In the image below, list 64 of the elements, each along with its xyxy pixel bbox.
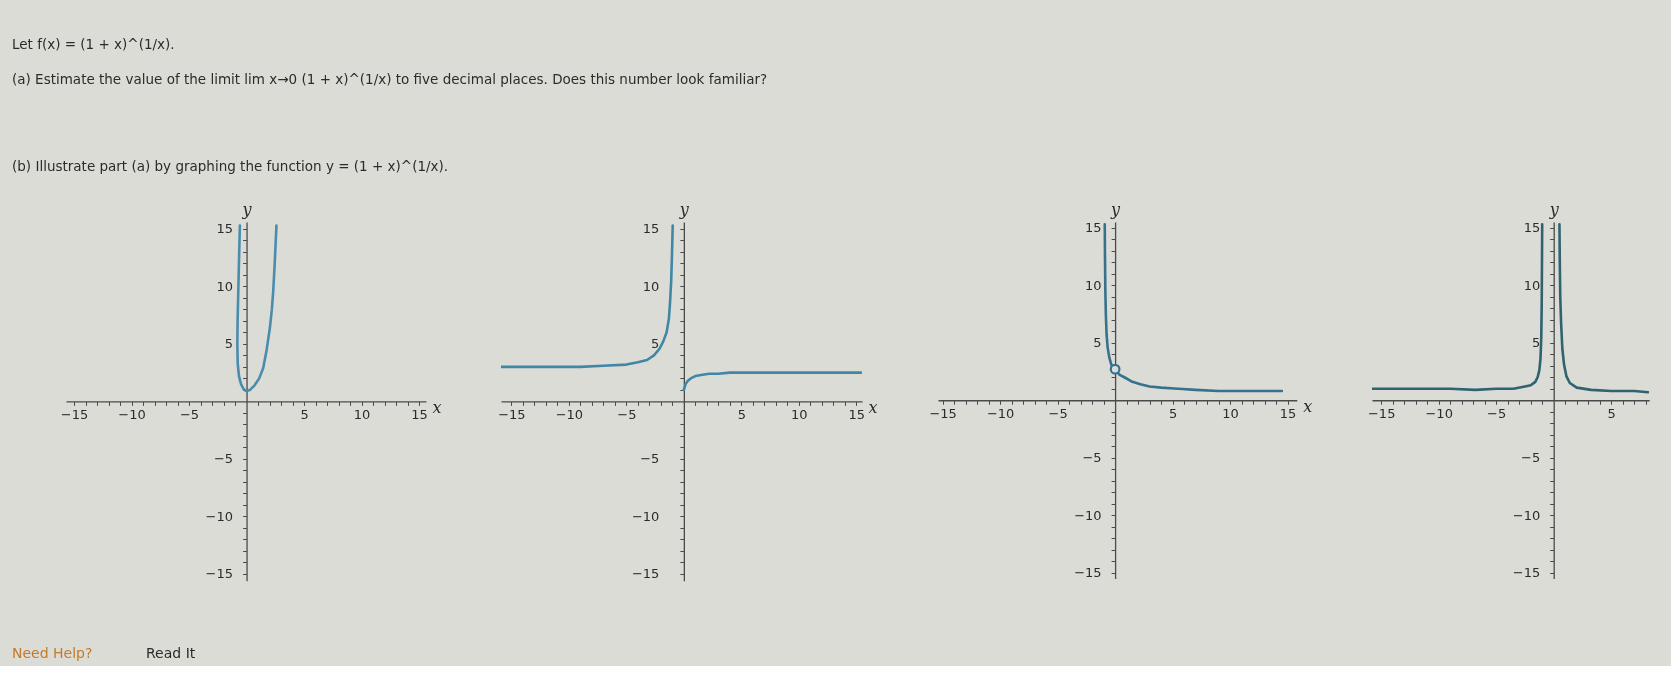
- x-tick-label: −15: [498, 406, 526, 422]
- line-series: [1558, 223, 1650, 394]
- x-tick-label: −10: [555, 406, 584, 422]
- y-axis-title: y: [1110, 199, 1122, 219]
- x-tick-label: 10: [1222, 405, 1239, 421]
- x-tick-label: −10: [118, 406, 146, 422]
- y-tick-label: −15: [205, 566, 234, 582]
- text: (a) Estimate the value of the limit lim x→0 (1 + x)^(1/x) to five decimal places. Does this number look familiar?: [12, 71, 768, 87]
- x-tick-label: 15: [848, 406, 866, 422]
- line-series: [1372, 223, 1544, 392]
- y-tick-label: −15: [631, 566, 660, 582]
- line-series: [501, 224, 674, 369]
- y-tick-label: 10: [216, 278, 234, 294]
- x-tick-label: −15: [929, 405, 957, 421]
- y-tick-label: −5: [213, 451, 234, 467]
- y-tick-label: 5: [1531, 335, 1541, 351]
- text: Let f(x) = (1 + x)^(1/x).: [12, 36, 175, 52]
- y-tick-label: −15: [1074, 565, 1102, 581]
- y-tick-label: 15: [216, 221, 234, 237]
- y-tick-label: 5: [224, 336, 234, 352]
- x-tick-label: −5: [179, 406, 200, 422]
- x-tick-label: 15: [411, 406, 428, 422]
- x-tick-label: −5: [1487, 405, 1507, 421]
- y-axis-title: y: [1548, 199, 1560, 219]
- line-series: [1103, 223, 1284, 393]
- y-axis-title: y: [678, 199, 690, 219]
- x-tick-label: −5: [1048, 405, 1068, 421]
- x-tick-label: 10: [791, 406, 808, 422]
- y-tick-label: −5: [640, 451, 660, 467]
- y-tick-label: 10: [642, 278, 660, 294]
- text: Read It: [146, 644, 196, 661]
- y-axis-title: y: [241, 199, 253, 219]
- text: Need Help?: [12, 644, 93, 661]
- x-tick-label: 5: [300, 406, 309, 422]
- y-tick-label: 10: [1523, 277, 1541, 293]
- y-tick-label: 15: [1085, 220, 1102, 236]
- y-tick-label: 15: [1523, 220, 1541, 236]
- y-tick-label: −10: [631, 508, 660, 524]
- x-tick-label: −15: [1367, 405, 1396, 421]
- y-tick-label: −10: [1074, 507, 1102, 523]
- y-tick-label: 5: [651, 336, 660, 352]
- y-tick-label: −5: [1521, 450, 1541, 466]
- x-tick-label: −15: [60, 406, 89, 422]
- x-tick-label: 5: [737, 406, 746, 422]
- x-tick-label: 15: [1279, 405, 1297, 421]
- x-tick-label: −5: [617, 406, 637, 422]
- x-tick-label: 10: [353, 406, 371, 422]
- y-tick-label: −5: [1082, 450, 1102, 466]
- line-series: [236, 224, 278, 393]
- y-tick-label: −15: [1512, 565, 1541, 581]
- y-tick-label: 5: [1093, 335, 1102, 351]
- x-tick-label: −10: [1425, 405, 1453, 421]
- y-tick-label: 10: [1085, 277, 1102, 293]
- y-tick-label: 15: [642, 221, 660, 237]
- y-tick-label: −10: [205, 508, 234, 524]
- y-tick-label: −10: [1512, 507, 1541, 523]
- line-series: [682, 371, 863, 392]
- x-tick-label: −10: [986, 405, 1015, 421]
- x-axis-title: x: [868, 397, 878, 417]
- text: (b) Illustrate part (a) by graphing the function y = (1 + x)^(1/x).: [12, 158, 449, 174]
- x-axis-title: x: [432, 397, 442, 417]
- x-tick-label: 5: [1607, 405, 1616, 421]
- x-tick-label: 5: [1168, 405, 1178, 421]
- x-axis-title: x: [1303, 396, 1313, 416]
